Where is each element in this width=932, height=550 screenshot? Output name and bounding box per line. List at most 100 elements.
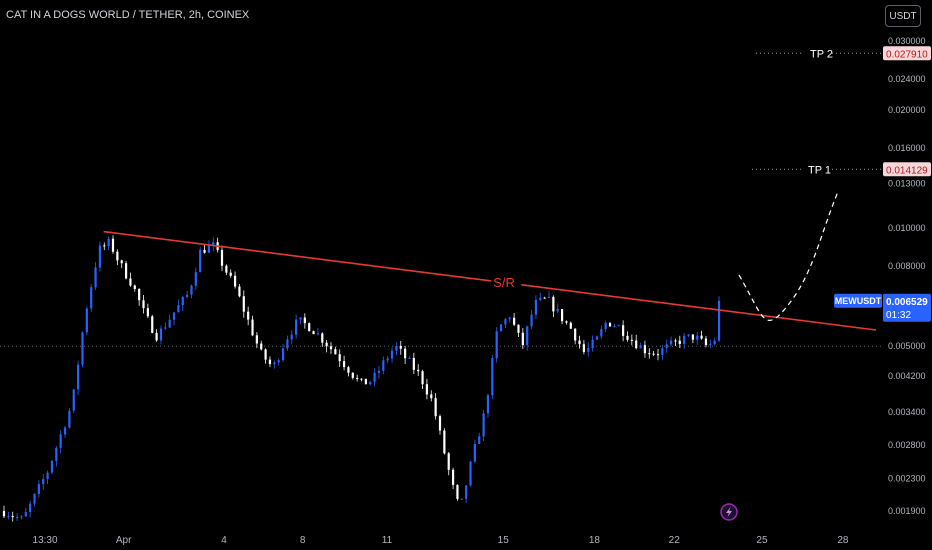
candle-body — [587, 347, 590, 352]
tp1-price-badge — [883, 162, 931, 177]
candle-body — [678, 340, 681, 345]
candle-body — [342, 361, 346, 368]
candle-body — [530, 314, 533, 327]
candle-body — [247, 311, 250, 320]
candle-body — [111, 238, 115, 252]
candle-body — [229, 272, 232, 276]
candle-body — [569, 322, 572, 329]
candle-body — [386, 358, 389, 361]
candle-body — [356, 377, 359, 379]
candle-body — [190, 285, 193, 295]
candle-body — [622, 325, 625, 336]
candle-body — [360, 378, 363, 380]
candle-body — [46, 472, 49, 480]
tp1-label: TP 1 — [808, 164, 831, 176]
candle-body — [199, 249, 202, 273]
time-axis: 13:30 Apr 4 8 11 15 18 22 25 28 — [33, 535, 849, 546]
price-tick-label: 0.005000 — [888, 341, 926, 351]
tp1-price-value: 0.014129 — [886, 165, 928, 176]
candle-body — [151, 316, 154, 333]
sr-label-bg — [491, 273, 522, 290]
chart-title: CAT IN A DOGS WORLD / TETHER, 2h, COINEX — [6, 9, 250, 21]
candle-body — [37, 484, 40, 494]
candle-body — [168, 319, 171, 328]
candle-body — [116, 251, 119, 261]
candle-body — [377, 370, 381, 373]
candle-body — [164, 327, 167, 329]
candle-body — [565, 321, 568, 323]
candle-body — [90, 287, 93, 309]
candle-body — [517, 324, 520, 333]
candle-body — [539, 297, 542, 300]
bar-countdown: 01:32 — [886, 310, 911, 321]
tp2-label: TP 2 — [810, 48, 833, 60]
candle-body — [478, 436, 481, 444]
candle-body — [273, 362, 276, 365]
candle-body — [635, 340, 638, 349]
candle-body — [55, 447, 58, 461]
candle-body — [225, 265, 228, 273]
candle-body — [2, 511, 6, 517]
candle-body — [408, 357, 411, 359]
candle-body — [578, 340, 581, 345]
candle-body — [574, 328, 577, 341]
price-tick-label: 0.016000 — [888, 143, 926, 153]
candle-body — [98, 245, 102, 268]
candle-body — [534, 299, 538, 315]
candle-body — [547, 296, 551, 298]
candle-body — [369, 381, 372, 385]
time-tick-label: 28 — [837, 535, 849, 546]
symbol-label: MEWUSDT — [835, 296, 882, 306]
projection-curve[interactable] — [738, 189, 840, 321]
lightning-icon[interactable] — [720, 503, 738, 521]
candle-body — [469, 461, 472, 486]
candle-body — [303, 317, 306, 324]
tp2-price-value: 0.027910 — [886, 49, 928, 60]
candle-body — [181, 296, 184, 306]
candle-body — [656, 354, 660, 356]
candle-body — [390, 350, 394, 359]
candle-body — [600, 329, 603, 337]
candle-body — [652, 353, 655, 355]
tp2-label-bg — [804, 46, 832, 61]
candle-body — [591, 339, 594, 348]
price-tick-label: 0.003400 — [888, 407, 926, 417]
candle-body — [238, 286, 241, 297]
candle-body — [491, 358, 494, 396]
price-axis-area[interactable] — [882, 30, 932, 530]
candle-body — [277, 360, 280, 363]
candle-body — [513, 317, 516, 325]
candle-body — [434, 398, 437, 417]
candle-body — [334, 349, 337, 355]
candle-body — [604, 322, 607, 330]
candle-body — [312, 331, 315, 335]
candle-body — [691, 334, 694, 340]
candle-body — [15, 517, 19, 519]
price-tick-label: 0.030000 — [888, 36, 926, 46]
current-price-badge — [883, 293, 931, 322]
candle-body — [495, 331, 498, 359]
candle-body — [665, 344, 668, 349]
candle-body — [421, 371, 424, 385]
sr-label: S/R — [493, 275, 515, 290]
candle-body — [42, 479, 45, 485]
candle-body — [29, 503, 32, 513]
sr-trendline[interactable] — [103, 230, 877, 331]
candle-body — [194, 272, 197, 286]
candle-body — [351, 372, 354, 378]
price-tick-label: 0.024000 — [888, 74, 926, 84]
candle-body — [552, 296, 555, 312]
currency-button[interactable]: USDT — [885, 5, 921, 27]
candle-body — [617, 325, 620, 327]
candle-body — [347, 367, 350, 373]
candle-body — [713, 340, 716, 345]
candle-body — [81, 332, 84, 365]
candle-body — [669, 340, 673, 345]
candle-body — [220, 250, 224, 266]
candle-body — [373, 372, 376, 382]
candle-body — [177, 305, 180, 313]
current-price-value: 0.006529 — [886, 297, 928, 308]
candle-body — [595, 336, 599, 340]
